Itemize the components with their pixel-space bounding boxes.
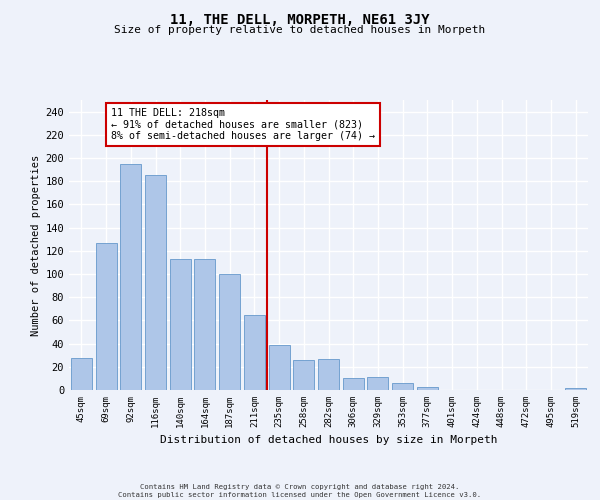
Bar bbox=[71, 358, 92, 390]
Bar bbox=[392, 383, 413, 390]
Bar bbox=[565, 388, 586, 390]
Bar bbox=[293, 360, 314, 390]
Bar bbox=[120, 164, 141, 390]
Bar bbox=[145, 176, 166, 390]
Text: Contains HM Land Registry data © Crown copyright and database right 2024.
Contai: Contains HM Land Registry data © Crown c… bbox=[118, 484, 482, 498]
Text: 11 THE DELL: 218sqm
← 91% of detached houses are smaller (823)
8% of semi-detach: 11 THE DELL: 218sqm ← 91% of detached ho… bbox=[111, 108, 375, 142]
X-axis label: Distribution of detached houses by size in Morpeth: Distribution of detached houses by size … bbox=[160, 436, 497, 446]
Bar bbox=[95, 242, 116, 390]
Bar bbox=[417, 386, 438, 390]
Text: 11, THE DELL, MORPETH, NE61 3JY: 11, THE DELL, MORPETH, NE61 3JY bbox=[170, 12, 430, 26]
Bar bbox=[194, 259, 215, 390]
Bar bbox=[318, 358, 339, 390]
Bar bbox=[343, 378, 364, 390]
Bar bbox=[244, 314, 265, 390]
Bar bbox=[367, 377, 388, 390]
Y-axis label: Number of detached properties: Number of detached properties bbox=[31, 154, 41, 336]
Bar bbox=[269, 345, 290, 390]
Text: Size of property relative to detached houses in Morpeth: Size of property relative to detached ho… bbox=[115, 25, 485, 35]
Bar bbox=[219, 274, 240, 390]
Bar bbox=[170, 259, 191, 390]
